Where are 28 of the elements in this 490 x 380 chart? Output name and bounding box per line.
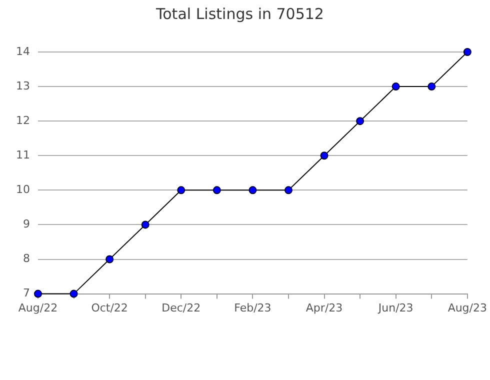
point <box>212 186 221 194</box>
y-tick-label: 11 <box>16 148 30 162</box>
x-tick-label: Oct/22 <box>91 301 128 314</box>
x-tick-label: Feb/23 <box>234 301 272 314</box>
x-tick-label: Dec/22 <box>162 301 201 314</box>
x-tick-label: Apr/23 <box>306 301 343 314</box>
point <box>177 186 186 194</box>
point <box>70 290 78 298</box>
point <box>248 186 257 194</box>
point <box>141 220 150 229</box>
x-tick-label: Aug/23 <box>448 301 488 314</box>
point <box>106 255 114 264</box>
y-tick-label: 13 <box>16 79 30 92</box>
point <box>463 48 472 56</box>
y-tick-label: 9 <box>22 218 30 231</box>
chart-title: Total Listings in 70512 <box>155 4 324 23</box>
y-tick-label: 14 <box>16 44 30 58</box>
y-tick-label: 10 <box>16 183 30 196</box>
y-tick-label: 8 <box>22 252 30 266</box>
y-tick-label: 7 <box>22 286 30 300</box>
x-tick-label: Jun/23 <box>377 301 414 314</box>
x-tick-label: Aug/22 <box>18 301 58 314</box>
point <box>356 117 364 126</box>
point <box>428 82 436 91</box>
y-tick-label: 12 <box>16 114 30 127</box>
point <box>320 152 328 160</box>
point <box>284 186 292 194</box>
point <box>392 82 400 91</box>
